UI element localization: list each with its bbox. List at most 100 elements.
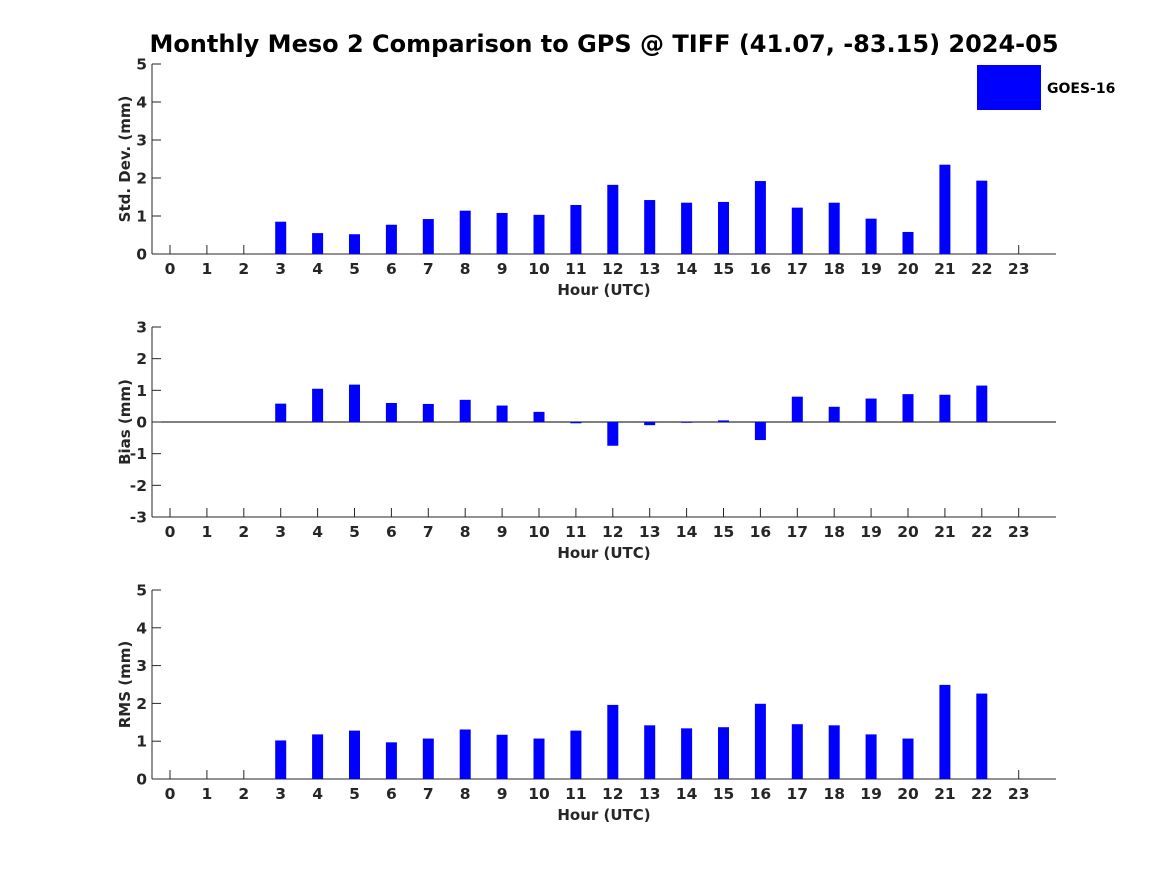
x-tick-label: 18 [823, 260, 845, 278]
bar-bias-hour-16 [754, 422, 766, 441]
bar-rms-hour-22 [976, 693, 988, 779]
legend-swatch [977, 65, 1041, 110]
bar-std-hour-3 [275, 221, 287, 254]
x-tick-label: 2 [238, 260, 249, 278]
x-tick-label: 11 [565, 523, 587, 541]
bar-bias-hour-3 [275, 403, 287, 422]
y-tick-label: 0 [136, 771, 147, 789]
bar-std-hour-14 [681, 202, 693, 254]
bar-bias-hour-4 [312, 388, 324, 422]
bar-rms-hour-17 [791, 724, 803, 779]
bar-rms-hour-18 [828, 725, 840, 779]
bar-rms-hour-5 [349, 730, 360, 779]
bar-std-hour-17 [791, 207, 803, 254]
bar-std-hour-9 [496, 212, 508, 254]
y-tick-label: 1 [136, 382, 147, 400]
bar-rms-hour-16 [754, 703, 766, 779]
bar-rms-hour-12 [607, 704, 619, 779]
y-tick-label: 2 [136, 170, 147, 188]
x-tick-label: 5 [349, 785, 360, 803]
y-tick-label: 1 [136, 733, 147, 751]
bar-std-hour-5 [349, 234, 360, 254]
x-tick-label: 12 [602, 260, 624, 278]
bar-bias-hour-8 [459, 399, 471, 422]
y-axis-label: RMS (mm) [116, 641, 134, 728]
x-tick-label: 2 [238, 523, 249, 541]
x-tick-label: 8 [460, 785, 471, 803]
bar-rms-hour-20 [902, 738, 914, 779]
x-tick-label: 19 [860, 260, 882, 278]
bar-bias-hour-6 [385, 403, 397, 422]
bar-std-hour-7 [422, 219, 434, 254]
bar-rms-hour-7 [422, 738, 434, 779]
y-tick-label: 1 [136, 208, 147, 226]
bar-rms-hour-14 [681, 728, 693, 779]
x-axis-label: Hour (UTC) [557, 544, 650, 562]
x-tick-label: 11 [565, 260, 587, 278]
x-tick-label: 20 [897, 785, 919, 803]
x-tick-label: 11 [565, 785, 587, 803]
y-tick-label: 5 [136, 582, 147, 600]
y-tick-label: 3 [136, 319, 147, 337]
bar-std-hour-15 [718, 201, 729, 254]
bar-rms-hour-9 [496, 734, 508, 779]
x-tick-label: 20 [897, 260, 919, 278]
x-tick-label: 22 [971, 260, 993, 278]
x-tick-label: 15 [713, 523, 735, 541]
bar-bias-hour-20 [902, 394, 914, 422]
y-tick-label: 4 [136, 619, 147, 637]
chart-title: Monthly Meso 2 Comparison to GPS @ TIFF … [149, 30, 1058, 58]
x-tick-label: 3 [275, 785, 286, 803]
y-tick-label: 3 [136, 132, 147, 150]
x-tick-label: 6 [386, 260, 397, 278]
legend-label-goes-16: GOES-16 [1047, 81, 1115, 97]
x-tick-label: 16 [750, 785, 772, 803]
y-tick-label: 3 [136, 657, 147, 675]
y-tick-label: 4 [136, 94, 147, 112]
x-tick-label: 1 [202, 260, 213, 278]
x-tick-label: 6 [386, 523, 397, 541]
bar-rms-hour-11 [570, 730, 582, 779]
bar-bias-hour-19 [865, 398, 877, 422]
x-tick-label: 10 [528, 260, 550, 278]
x-tick-label: 13 [639, 523, 661, 541]
bar-rms-hour-21 [939, 684, 951, 779]
bar-bias-hour-18 [828, 406, 840, 422]
x-tick-label: 23 [1008, 785, 1030, 803]
x-tick-label: 21 [934, 260, 956, 278]
y-tick-label: -3 [130, 509, 147, 527]
x-tick-label: 21 [934, 523, 956, 541]
bar-rms-hour-4 [312, 734, 324, 779]
bar-std-hour-19 [865, 218, 877, 254]
bar-rms-hour-6 [385, 742, 397, 779]
bar-std-hour-10 [533, 214, 545, 254]
x-tick-label: 17 [787, 260, 809, 278]
x-tick-label: 9 [497, 523, 508, 541]
x-tick-label: 20 [897, 523, 919, 541]
bar-bias-hour-5 [349, 384, 360, 422]
x-tick-label: 15 [713, 785, 735, 803]
x-tick-label: 7 [423, 523, 434, 541]
x-tick-label: 3 [275, 260, 286, 278]
x-tick-label: 15 [713, 260, 735, 278]
x-tick-label: 14 [676, 785, 698, 803]
bar-std-hour-22 [976, 180, 988, 254]
bar-bias-hour-9 [496, 405, 508, 422]
bar-rms-hour-8 [459, 729, 471, 779]
x-tick-label: 5 [349, 523, 360, 541]
x-tick-label: 17 [787, 523, 809, 541]
bar-std-hour-16 [754, 181, 766, 254]
x-tick-label: 8 [460, 523, 471, 541]
x-tick-label: 7 [423, 260, 434, 278]
bar-std-hour-11 [570, 204, 582, 254]
x-axis-label: Hour (UTC) [557, 281, 650, 299]
x-tick-label: 17 [787, 785, 809, 803]
bar-std-hour-8 [459, 210, 471, 254]
x-tick-label: 0 [165, 785, 176, 803]
x-tick-label: 2 [238, 785, 249, 803]
x-tick-label: 16 [750, 523, 772, 541]
